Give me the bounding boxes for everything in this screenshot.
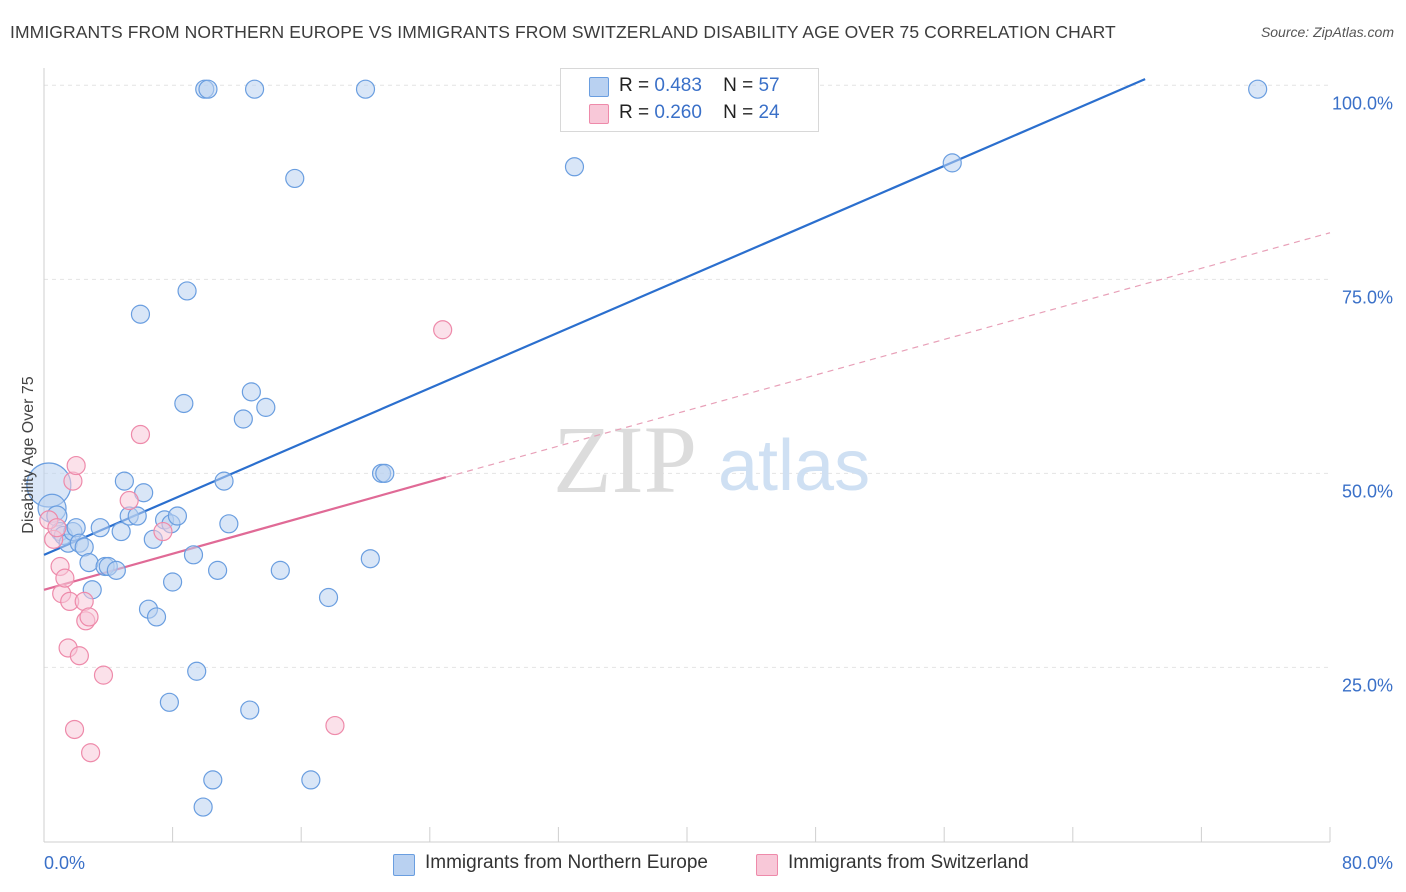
legend-n-label: N = [723,102,754,123]
point-switzerland [433,320,453,340]
point-northern-europe [198,79,218,99]
point-northern-europe [1248,79,1268,99]
point-switzerland [153,521,173,542]
point-northern-europe [233,409,253,429]
axes [43,68,1331,843]
y-tick-label: 75.0% [1342,287,1393,307]
series-label-switzerland: Immigrants from Switzerland [788,852,1029,873]
point-switzerland [119,490,139,511]
legend-swatch-pink [589,104,609,124]
trend-extension-1 [445,232,1331,478]
point-northern-europe [270,560,290,580]
point-northern-europe [285,168,305,189]
point-switzerland [66,455,86,476]
legend-n-label: N = [723,75,754,96]
legend-r-value: 0.260 [654,102,702,123]
point-northern-europe [564,157,585,177]
chart-source: Source: ZipAtlas.com [1260,24,1394,40]
x-tick-label-min: 0.0% [44,853,85,873]
point-northern-europe [301,770,321,790]
point-northern-europe [193,797,213,817]
point-northern-europe [174,393,194,414]
y-axis-title: Disability Age Over 75 [20,376,37,534]
point-northern-europe [66,518,86,538]
point-northern-europe [375,463,395,483]
legend-n-value: 24 [758,102,780,123]
data-points [26,79,1268,817]
x-tick-label-max: 80.0% [1342,853,1393,873]
point-northern-europe [167,506,188,526]
legend-swatch-blue [589,77,609,97]
watermark-zip: ZIP [553,406,697,513]
legend-r-value: 0.483 [654,75,702,96]
point-northern-europe [214,471,234,491]
point-northern-europe [127,506,147,526]
point-northern-europe [208,560,228,580]
grid [44,84,1330,668]
point-northern-europe [177,281,197,301]
point-switzerland [47,518,67,538]
point-switzerland [63,471,83,491]
point-northern-europe [203,770,223,790]
series-swatch-pink [756,854,778,876]
y-tick-label: 100.0% [1332,93,1393,113]
point-northern-europe [942,153,962,173]
watermark: ZIP atlas [553,406,870,513]
point-northern-europe [106,560,126,580]
watermark-atlas: atlas [718,426,870,506]
point-northern-europe [183,545,204,565]
point-switzerland [79,607,99,627]
point-northern-europe [318,587,339,608]
point-northern-europe [90,518,110,538]
point-northern-europe [130,304,151,324]
point-northern-europe [114,471,134,491]
point-switzerland [130,424,151,445]
series-swatch-blue [393,854,415,876]
point-switzerland [64,719,85,740]
trend-lines [43,78,1331,591]
point-northern-europe [111,521,131,542]
point-northern-europe [163,572,183,592]
point-switzerland [81,743,101,763]
legend-n-value: 57 [758,75,780,96]
point-northern-europe [159,692,179,712]
y-tick-label: 50.0% [1342,481,1393,501]
legend-r-label: R = [619,75,650,96]
point-northern-europe [241,382,261,402]
point-northern-europe [187,661,207,681]
point-northern-europe [256,397,276,417]
point-northern-europe [244,79,265,99]
y-tick-labels: 25.0% 50.0% 75.0% 100.0% [1332,93,1393,695]
point-switzerland [93,665,114,685]
point-northern-europe [146,607,167,627]
point-northern-europe [79,552,99,573]
point-northern-europe [360,549,380,569]
point-northern-europe [355,79,376,99]
point-switzerland [325,715,345,736]
point-switzerland [69,646,89,666]
legend-r-label: R = [619,102,650,123]
series-label-northern-europe: Immigrants from Northern Europe [425,852,708,873]
point-northern-europe [219,514,239,534]
y-tick-label: 25.0% [1342,675,1393,695]
point-northern-europe [240,700,260,720]
chart-title: IMMIGRANTS FROM NORTHERN EUROPE VS IMMIG… [10,22,1116,42]
point-switzerland [55,568,75,588]
stats-legend: R = 0.483 N = 57 R = 0.260 N = 24 [560,68,819,132]
